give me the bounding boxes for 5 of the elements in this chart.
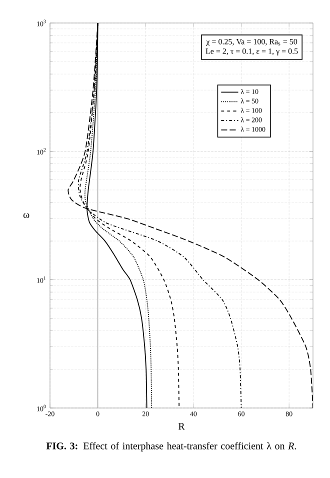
text: FIG. 3: Effect of interphase heat-transfer coefficient λ on R. (46, 442, 296, 452)
annotation: Le = 2, τ = 0.1, ε = 1, γ = 0.5 (206, 48, 298, 56)
x-axis-title: R (178, 423, 185, 430)
annotation: χ = 0.25, Va = 100, Ra$_{s}$ = 50 (206, 38, 298, 46)
y-axis-title: ω (23, 213, 30, 218)
